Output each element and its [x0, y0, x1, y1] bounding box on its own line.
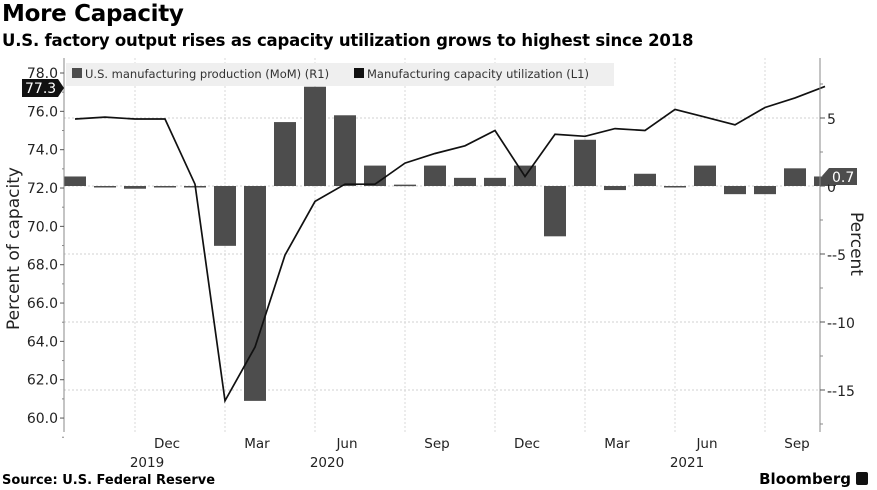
bar: [454, 177, 476, 186]
bar: [334, 115, 356, 186]
legend-label-utilization: Manufacturing capacity utilization (L1): [367, 67, 589, 81]
bar: [574, 139, 596, 186]
legend: U.S. manufacturing production (MoM) (R1)…: [66, 63, 614, 86]
bar: [64, 176, 86, 186]
bar: [424, 165, 446, 186]
source-note: Source: U.S. Federal Reserve: [2, 473, 216, 488]
bars: [64, 86, 836, 401]
x-tick-year: 2021: [670, 455, 704, 471]
legend-swatch-line: [354, 68, 364, 78]
bar: [754, 186, 776, 195]
bar: [394, 184, 416, 187]
x-tick-month: Mar: [244, 436, 270, 452]
bar: [364, 165, 386, 186]
legend-label-production: U.S. manufacturing production (MoM) (R1): [85, 67, 329, 81]
bar: [244, 186, 266, 401]
x-tick-month: Sep: [424, 436, 449, 452]
x-tick-month: Jun: [335, 436, 357, 452]
left-last-value-tag: 77.3: [22, 79, 64, 97]
left-tick-label: 64.0: [27, 334, 58, 350]
right-axis-label: Percent: [846, 212, 866, 276]
bar: [124, 186, 146, 189]
left-tag-value: 77.3: [25, 81, 56, 97]
x-tick-month: Jun: [695, 436, 717, 452]
left-tick-label: 60.0: [27, 411, 58, 427]
bar: [544, 186, 566, 237]
bar: [724, 186, 746, 195]
ticks: 60.0 62.0 64.0 66.0 68.0 70.0 72.0 74.0 76.0 78.0…: [27, 66, 855, 438]
right-tick-label: 5: [827, 112, 836, 128]
legend-background: [66, 63, 614, 86]
bar: [274, 122, 296, 186]
bar: [634, 173, 656, 186]
x-tick-month: Dec: [154, 436, 180, 452]
left-axis-label: Percent of capacity: [4, 167, 24, 330]
legend-swatch-bar: [72, 68, 82, 78]
right-tick-label: --5: [827, 248, 846, 264]
bar: [694, 165, 716, 186]
left-tag-shape: [22, 79, 64, 97]
bar: [484, 177, 506, 186]
bar: [784, 168, 806, 186]
bar: [814, 176, 836, 186]
bar: [604, 186, 626, 191]
x-tick-month: Mar: [604, 436, 630, 452]
left-tick-label: 76.0: [27, 104, 58, 120]
left-tick-label: 72.0: [27, 181, 58, 197]
utilization-line: [74, 85, 826, 404]
left-tick-label: 62.0: [27, 373, 58, 389]
chart-title: More Capacity: [2, 1, 184, 27]
bloomberg-logo: Bloomberg: [759, 470, 851, 488]
right-tick-label: --15: [827, 384, 855, 400]
bar: [664, 186, 686, 188]
x-tick-month: Sep: [784, 436, 809, 452]
left-tick-label: 66.0: [27, 296, 58, 312]
right-tick-label: --10: [827, 316, 855, 332]
axes: [63, 58, 821, 432]
grid: [64, 58, 820, 432]
bar: [214, 186, 236, 246]
left-tick-label: 70.0: [27, 219, 58, 235]
right-tick-label: 0: [827, 180, 836, 196]
x-tick-year: 2019: [130, 455, 164, 471]
right-tag-value: 0.7: [832, 170, 854, 186]
x-tick-month: Dec: [514, 436, 540, 452]
left-tick-label: 68.0: [27, 258, 58, 274]
x-ticks: Dec 2019 Mar Jun 2020 Sep Dec Mar Jun 2021 Sep: [130, 436, 810, 471]
bar: [94, 186, 116, 188]
bar: [304, 86, 326, 186]
right-last-value-tag: 0.7: [822, 168, 857, 186]
left-tick-label: 78.0: [27, 66, 58, 82]
x-tick-year: 2020: [310, 455, 344, 471]
bloomberg-icon: [856, 472, 868, 485]
left-tick-label: 74.0: [27, 143, 58, 159]
right-tag-shape: [822, 168, 857, 185]
chart-subtitle: U.S. factory output rises as capacity ut…: [2, 31, 694, 50]
bar: [154, 186, 176, 188]
